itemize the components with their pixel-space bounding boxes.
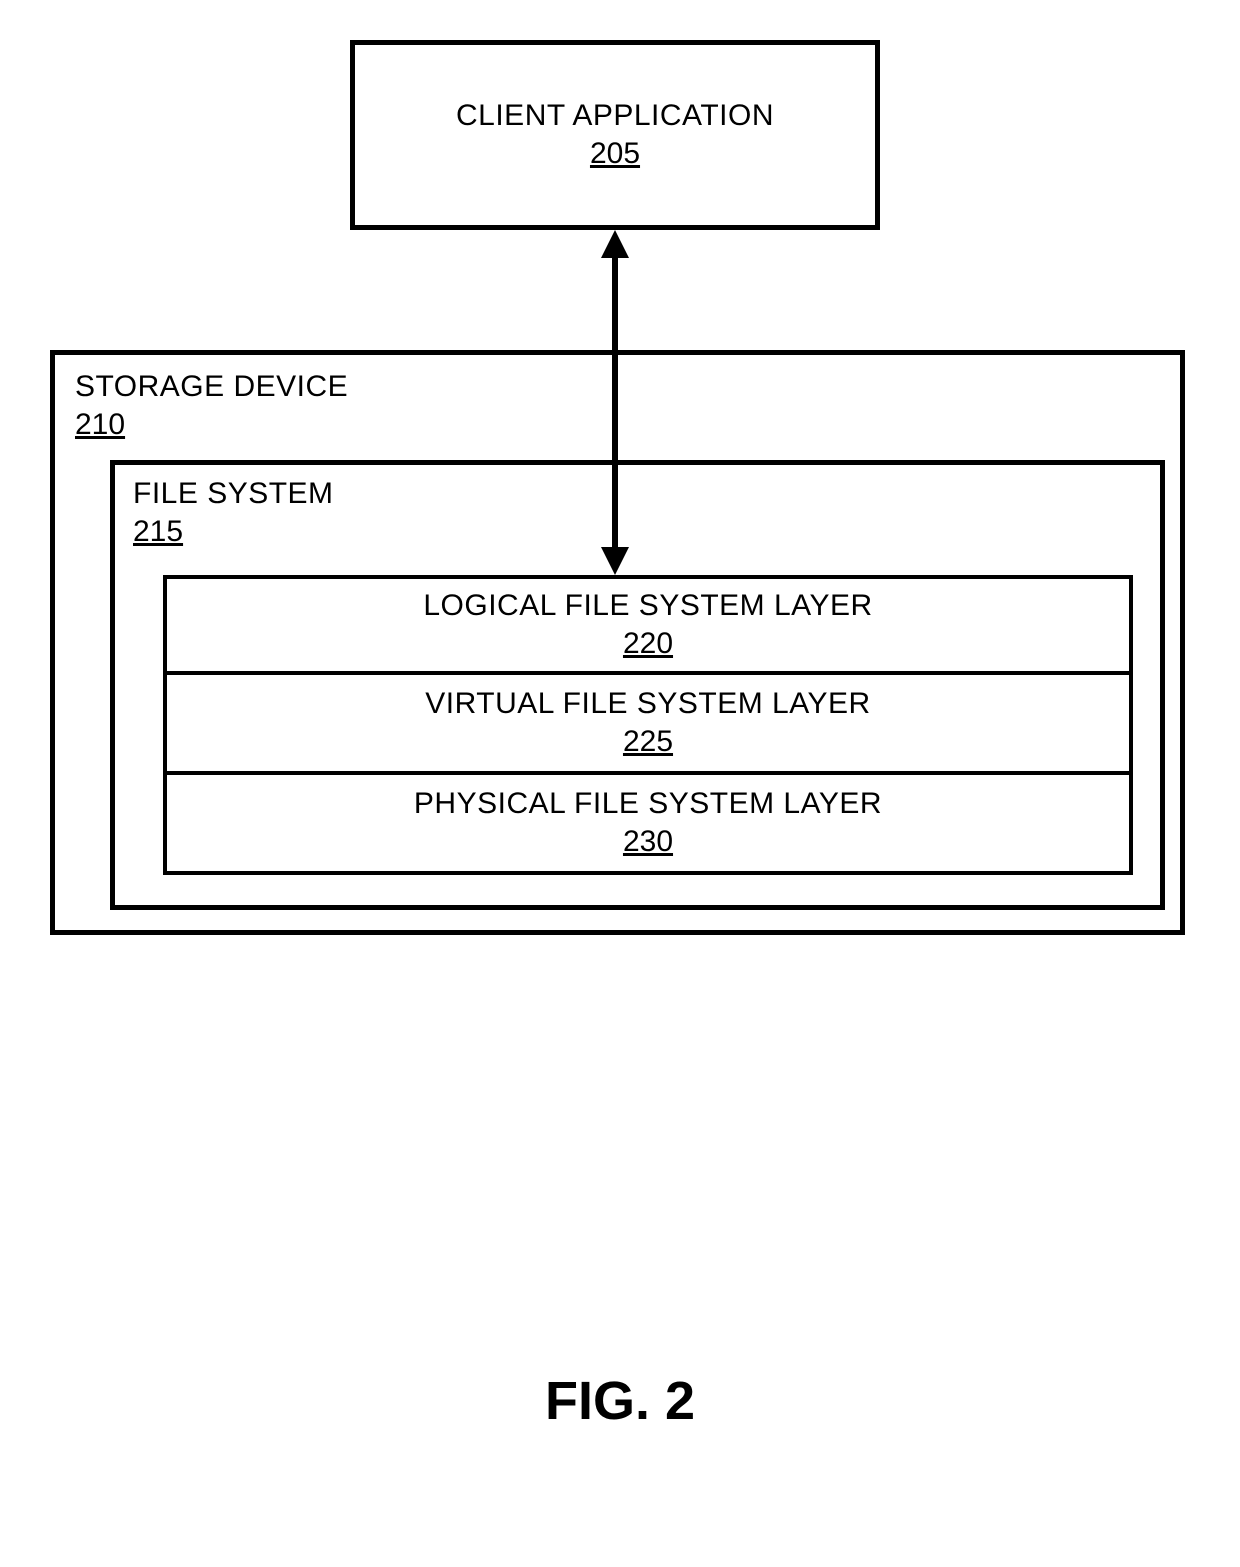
layer-stack: LOGICAL FILE SYSTEM LAYER 220 VIRTUAL FI… xyxy=(163,575,1133,875)
virtual-layer-label: VIRTUAL FILE SYSTEM LAYER xyxy=(425,687,870,721)
logical-layer-box: LOGICAL FILE SYSTEM LAYER 220 xyxy=(163,575,1133,675)
physical-layer-number: 230 xyxy=(623,825,673,859)
storage-device-number: 210 xyxy=(75,408,1160,442)
figure-label: FIG. 2 xyxy=(0,1370,1240,1432)
logical-layer-label: LOGICAL FILE SYSTEM LAYER xyxy=(423,589,872,623)
storage-device-label: STORAGE DEVICE xyxy=(75,370,1160,404)
storage-device-header: STORAGE DEVICE 210 xyxy=(75,370,1160,442)
client-application-label: CLIENT APPLICATION xyxy=(456,99,774,133)
file-system-label: FILE SYSTEM xyxy=(133,477,1142,511)
file-system-box: FILE SYSTEM 215 LOGICAL FILE SYSTEM LAYE… xyxy=(110,460,1165,910)
logical-layer-number: 220 xyxy=(623,627,673,661)
storage-device-box: STORAGE DEVICE 210 FILE SYSTEM 215 LOGIC… xyxy=(50,350,1185,935)
virtual-layer-box: VIRTUAL FILE SYSTEM LAYER 225 xyxy=(163,675,1133,775)
physical-layer-label: PHYSICAL FILE SYSTEM LAYER xyxy=(414,787,882,821)
physical-layer-box: PHYSICAL FILE SYSTEM LAYER 230 xyxy=(163,775,1133,875)
file-system-number: 215 xyxy=(133,515,1142,549)
virtual-layer-number: 225 xyxy=(623,725,673,759)
client-application-number: 205 xyxy=(590,137,640,171)
client-application-box: CLIENT APPLICATION 205 xyxy=(350,40,880,230)
file-system-header: FILE SYSTEM 215 xyxy=(133,477,1142,549)
